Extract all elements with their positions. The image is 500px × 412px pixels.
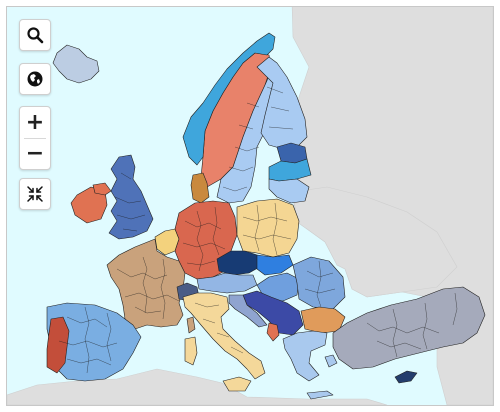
search-button[interactable]	[19, 19, 51, 51]
map-frame[interactable]: + −	[6, 6, 494, 406]
zoom-in-button[interactable]: +	[25, 110, 45, 135]
region-bulgaria[interactable]	[300, 306, 346, 334]
region-slovenia-croatia[interactable]	[228, 294, 268, 328]
globe-button[interactable]	[19, 63, 51, 95]
non-eu-land-north-africa	[7, 368, 388, 405]
globe-icon	[27, 71, 43, 87]
region-greek-islands[interactable]	[324, 354, 338, 368]
region-portugal[interactable]	[46, 316, 70, 374]
region-uk[interactable]	[108, 154, 154, 240]
region-map[interactable]	[7, 7, 493, 405]
region-borders	[58, 86, 458, 374]
region-corsica[interactable]	[186, 316, 196, 334]
region-italy[interactable]	[182, 292, 266, 380]
region-balkans[interactable]	[242, 290, 304, 336]
ukraine-belarus-land	[292, 186, 458, 298]
zoom-controls: + −	[19, 106, 51, 170]
region-sardinia[interactable]	[184, 336, 198, 366]
region-nordic-north[interactable]	[182, 32, 276, 166]
region-denmark[interactable]	[190, 172, 210, 204]
region-estonia[interactable]	[276, 142, 308, 164]
zoom-divider	[24, 138, 46, 139]
region-northern-ireland[interactable]	[92, 182, 112, 196]
region-sicily[interactable]	[222, 376, 252, 392]
region-montenegro[interactable]	[266, 322, 280, 342]
search-icon	[27, 27, 44, 44]
reset-view-icon	[27, 186, 43, 202]
region-lithuania[interactable]	[268, 178, 310, 204]
region-greece[interactable]	[282, 330, 328, 382]
region-crete[interactable]	[306, 390, 334, 400]
region-romania[interactable]	[292, 256, 346, 310]
region-turkey[interactable]	[332, 286, 486, 370]
region-france[interactable]	[106, 238, 186, 330]
region-slovakia[interactable]	[256, 254, 294, 276]
zoom-out-button[interactable]: −	[25, 141, 45, 166]
region-poland[interactable]	[236, 198, 300, 258]
reset-view-button[interactable]	[19, 178, 51, 210]
region-iceland[interactable]	[52, 44, 100, 84]
region-cyprus[interactable]	[394, 370, 418, 384]
